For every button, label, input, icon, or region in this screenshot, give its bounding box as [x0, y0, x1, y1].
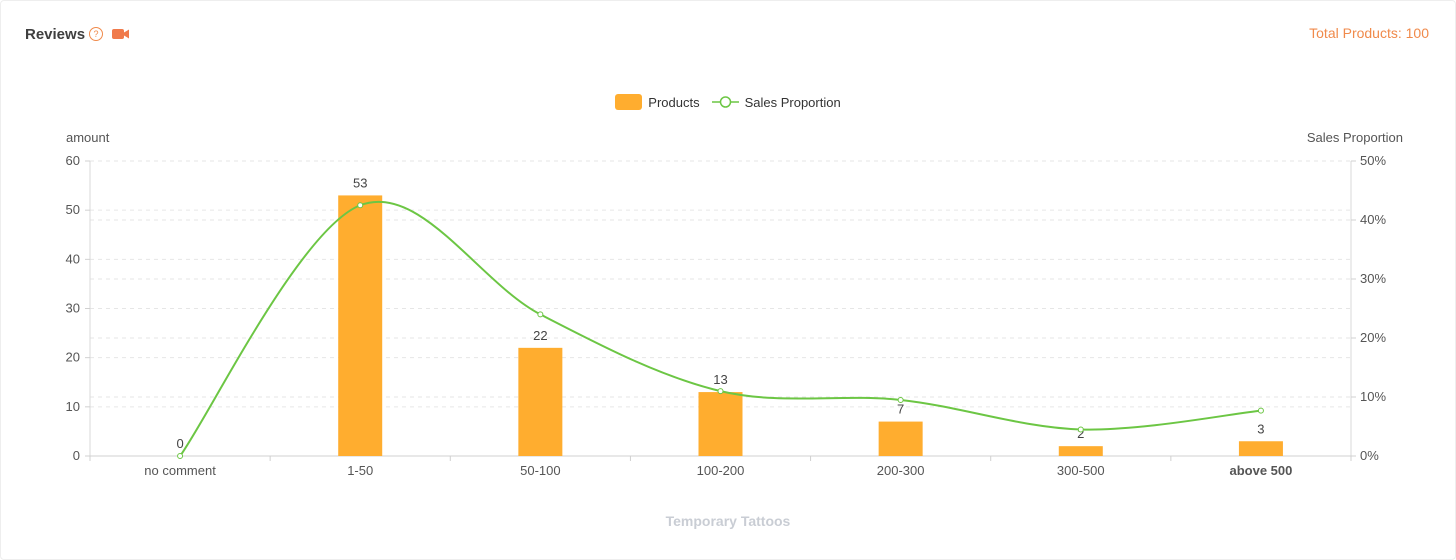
bar: [1238, 441, 1283, 456]
legend-swatch-products: [615, 94, 643, 110]
bar: [698, 392, 743, 456]
line-point: [717, 388, 724, 395]
x-axis-name: Temporary Tattoos: [665, 513, 791, 529]
y-right-tick-label: 30%: [1360, 271, 1386, 286]
y-left-tick-label: 10: [66, 399, 80, 414]
chart-legend: Products Sales Proportion: [0, 94, 1456, 110]
bar-data-label: 7: [897, 402, 904, 417]
bar: [518, 347, 563, 456]
question-circle-icon[interactable]: ?: [89, 27, 104, 41]
bar-data-label: 13: [713, 372, 727, 387]
y-left-axis-name: amount: [66, 130, 110, 145]
line-point: [357, 202, 364, 209]
x-tick-label: 200-300: [877, 463, 925, 478]
line-point: [1077, 426, 1084, 433]
bar-data-label: 22: [533, 328, 547, 343]
total-products: Total Products: 100: [1309, 25, 1429, 41]
bar: [1058, 446, 1103, 456]
bar: [878, 421, 923, 456]
y-right-tick-label: 20%: [1360, 330, 1386, 345]
legend-item-sales-proportion[interactable]: Sales Proportion: [711, 94, 841, 110]
line-point: [1257, 407, 1264, 414]
y-right-tick-label: 50%: [1360, 153, 1386, 168]
card-title: Reviews: [25, 25, 86, 43]
y-left-tick-label: 40: [66, 251, 80, 266]
bar-data-label: 0: [176, 436, 183, 451]
bar-data-label: 2: [1077, 426, 1084, 441]
legend-swatch-sales-proportion: [711, 95, 739, 109]
legend-label-products: Products: [648, 94, 700, 110]
bar: [338, 195, 383, 456]
y-left-tick-label: 60: [66, 153, 80, 168]
legend-item-products[interactable]: Products: [615, 94, 700, 110]
legend-label-sales-proportion: Sales Proportion: [744, 94, 841, 110]
card-header: Reviews ?: [25, 23, 130, 45]
x-tick-label: no comment: [144, 463, 216, 478]
bar-data-label: 3: [1257, 421, 1264, 436]
x-tick-label: 300-500: [1057, 463, 1105, 478]
line-point: [177, 453, 184, 459]
x-tick-label: 1-50: [347, 463, 373, 478]
y-left-tick-label: 20: [66, 350, 80, 365]
line-point: [897, 396, 904, 403]
y-right-axis-name: Sales Proportion: [1307, 130, 1403, 145]
bar-data-label: 53: [353, 175, 367, 190]
x-tick-label: above 500: [1229, 463, 1292, 478]
video-camera-icon[interactable]: [112, 28, 130, 40]
y-left-tick-label: 50: [66, 202, 80, 217]
y-left-tick-label: 30: [66, 301, 80, 316]
y-right-tick-label: 0%: [1360, 448, 1379, 463]
y-right-tick-label: 10%: [1360, 389, 1386, 404]
line-point: [537, 311, 544, 318]
x-tick-label: 50-100: [520, 463, 560, 478]
y-right-tick-label: 40%: [1360, 212, 1386, 227]
x-tick-label: 100-200: [697, 463, 745, 478]
y-left-tick-label: 0: [73, 448, 80, 463]
